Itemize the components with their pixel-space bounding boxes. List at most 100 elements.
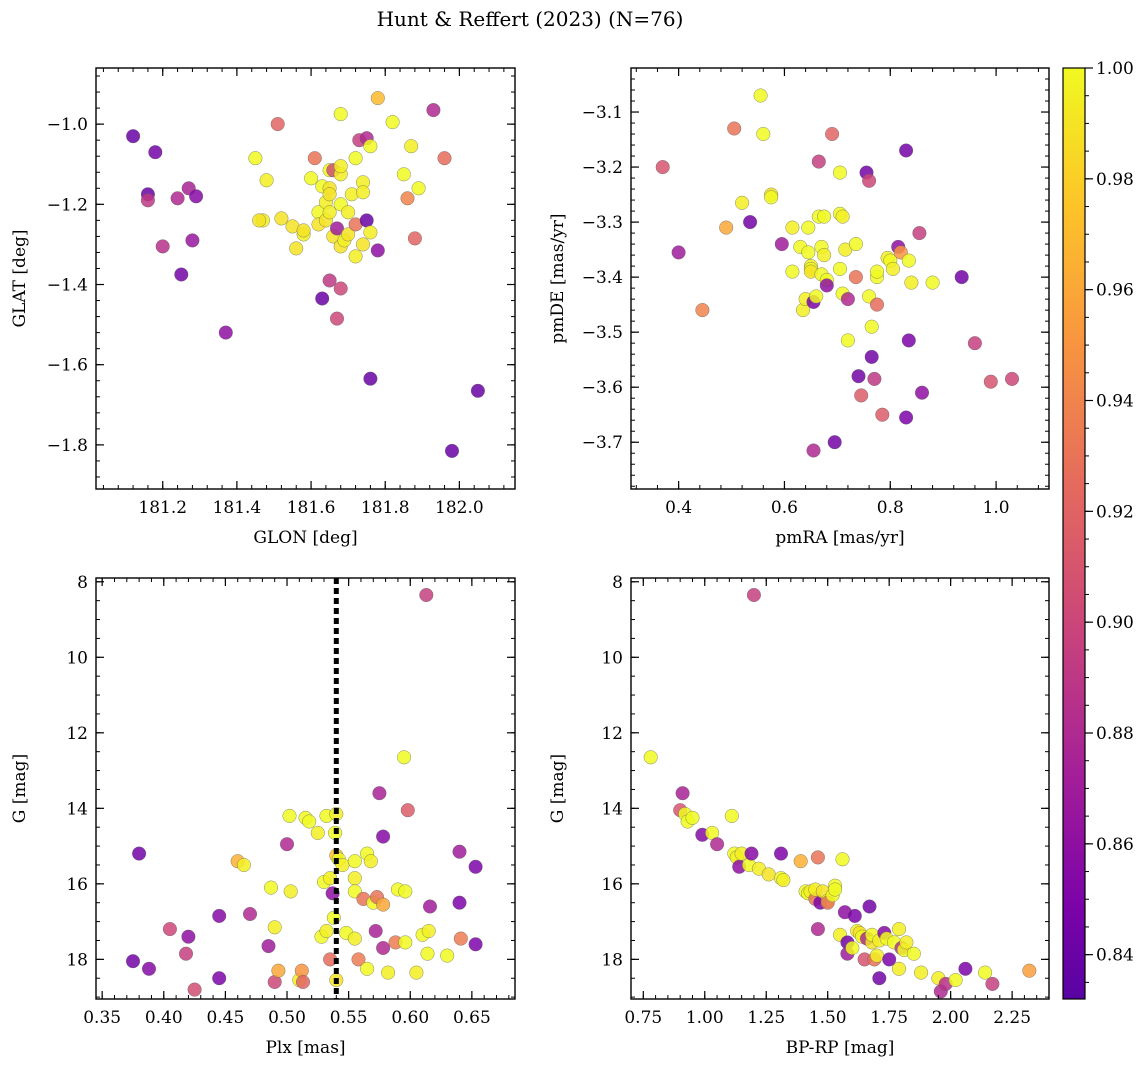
data-point bbox=[864, 349, 879, 364]
data-point bbox=[212, 971, 227, 986]
data-point bbox=[848, 237, 863, 252]
data-point bbox=[468, 859, 483, 874]
data-point bbox=[398, 884, 413, 899]
y-axis-label: GLAT [deg] bbox=[10, 229, 30, 327]
data-point bbox=[329, 311, 345, 326]
axes-frame bbox=[630, 67, 1050, 490]
data-point bbox=[411, 181, 426, 196]
data-point bbox=[643, 750, 658, 765]
x-tick-label: 0.6 bbox=[771, 498, 798, 518]
data-point bbox=[400, 191, 415, 206]
data-point bbox=[978, 965, 993, 980]
x-tick-label: 0.8 bbox=[877, 498, 904, 518]
data-point bbox=[948, 973, 963, 988]
data-point bbox=[162, 922, 177, 937]
data-point bbox=[381, 965, 396, 980]
data-point bbox=[925, 275, 940, 290]
x-tick-label: 1.75 bbox=[870, 1008, 908, 1028]
data-point bbox=[811, 154, 826, 169]
data-point bbox=[319, 923, 334, 939]
x-axis-label: pmRA [mas/yr] bbox=[775, 528, 904, 548]
y-tick-label: −3.6 bbox=[582, 378, 623, 398]
data-point bbox=[242, 906, 258, 922]
data-point bbox=[444, 443, 460, 458]
y-axis-label: pmDE [mas/yr] bbox=[548, 213, 568, 343]
data-point bbox=[347, 931, 362, 946]
x-tick-label: 181.8 bbox=[361, 498, 410, 518]
data-point bbox=[776, 873, 791, 888]
x-tick-label: 2.25 bbox=[993, 1008, 1031, 1028]
data-point bbox=[283, 884, 298, 899]
colorbar-tick-label: 0.98 bbox=[1096, 170, 1134, 190]
y-axis-label: G [mag] bbox=[10, 754, 30, 823]
axes-frame bbox=[95, 67, 516, 490]
data-point bbox=[270, 117, 285, 132]
data-point bbox=[724, 808, 739, 823]
data-point bbox=[322, 205, 337, 220]
data-point bbox=[363, 139, 378, 154]
data-point bbox=[126, 129, 141, 144]
colorbar: 0.84 0.86 0.88 0.90 0.92 0.94 0.96 0.98 1.00 bbox=[1062, 59, 1134, 1000]
data-point bbox=[348, 151, 363, 166]
data-point bbox=[675, 786, 690, 801]
data-point bbox=[267, 920, 282, 935]
data-point bbox=[348, 249, 363, 264]
y-tick-label: −1.6 bbox=[47, 356, 88, 376]
data-point bbox=[835, 852, 850, 867]
data-point bbox=[372, 786, 387, 801]
y-axis-label: G [mag] bbox=[548, 754, 568, 823]
data-point bbox=[885, 261, 900, 276]
y-tick-label: 8 bbox=[77, 573, 88, 593]
data-point bbox=[385, 115, 400, 130]
data-point bbox=[828, 882, 843, 897]
data-point bbox=[832, 165, 848, 180]
data-point bbox=[1004, 371, 1020, 386]
data-point bbox=[376, 829, 391, 844]
data-point bbox=[333, 107, 348, 122]
data-point bbox=[453, 931, 468, 946]
data-point bbox=[864, 319, 879, 334]
data-point bbox=[761, 867, 776, 882]
data-point bbox=[810, 850, 825, 865]
data-point bbox=[397, 750, 412, 765]
data-point bbox=[810, 922, 825, 937]
data-point bbox=[404, 139, 419, 154]
scatter-points bbox=[655, 88, 1020, 458]
data-point bbox=[685, 810, 700, 825]
y-tick-label: −1.2 bbox=[47, 195, 88, 215]
data-point bbox=[1022, 963, 1037, 978]
y-tick-label: 14 bbox=[66, 799, 88, 819]
x-tick-label: 182.0 bbox=[435, 498, 484, 518]
data-point bbox=[355, 237, 371, 252]
y-tick-label: 14 bbox=[601, 799, 623, 819]
data-point bbox=[801, 245, 816, 260]
colorbar-tick-label: 0.92 bbox=[1096, 502, 1134, 522]
data-point bbox=[899, 410, 914, 425]
data-point bbox=[773, 846, 789, 861]
data-point bbox=[302, 814, 317, 829]
data-point bbox=[421, 923, 436, 939]
data-point bbox=[912, 226, 927, 241]
data-point bbox=[437, 151, 452, 166]
data-point bbox=[420, 946, 435, 961]
data-point bbox=[400, 803, 415, 818]
data-point bbox=[370, 91, 385, 106]
data-point bbox=[832, 261, 848, 276]
data-point bbox=[359, 213, 374, 228]
data-point bbox=[764, 190, 779, 205]
data-point bbox=[396, 167, 411, 182]
data-point bbox=[376, 897, 391, 912]
colorbar-tick-label: 0.86 bbox=[1096, 835, 1134, 855]
data-point bbox=[817, 209, 832, 224]
data-point bbox=[914, 385, 930, 400]
data-point bbox=[867, 371, 882, 386]
data-point bbox=[341, 227, 356, 242]
colorbar-tick-label: 0.94 bbox=[1096, 392, 1134, 412]
data-point bbox=[901, 333, 916, 348]
data-point bbox=[212, 908, 227, 923]
data-point bbox=[869, 264, 885, 279]
data-point bbox=[174, 267, 189, 282]
data-point bbox=[315, 291, 330, 306]
data-point bbox=[419, 587, 434, 603]
